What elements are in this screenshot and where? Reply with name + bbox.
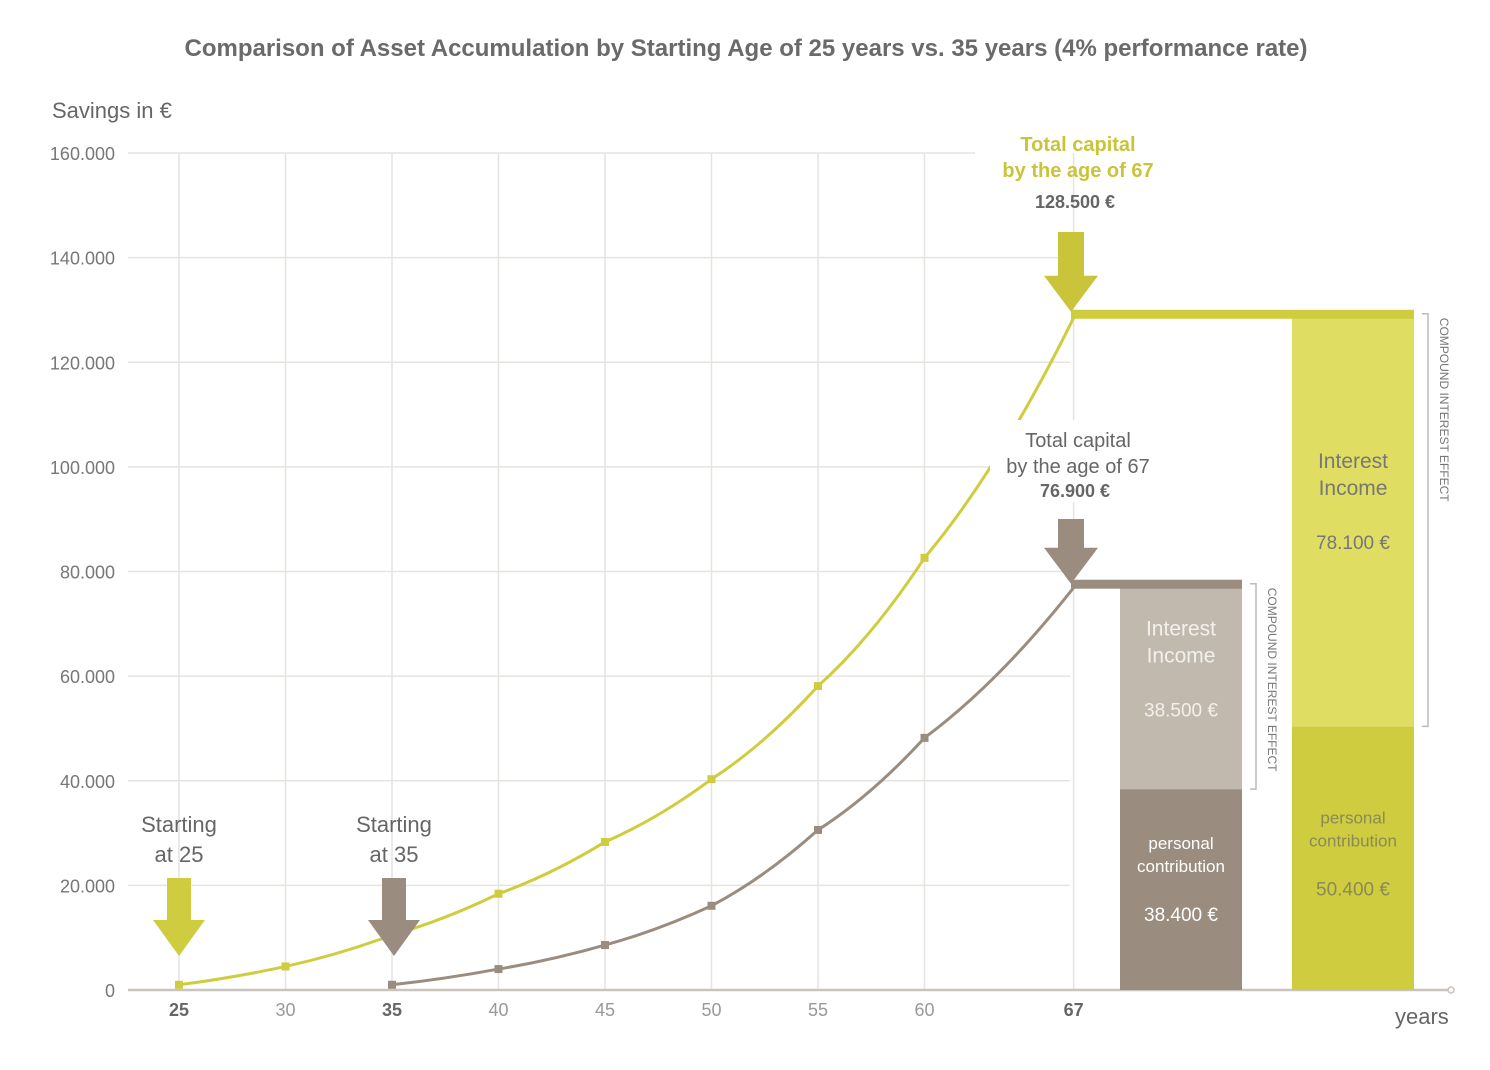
data-point: [707, 775, 716, 784]
down-arrow-icon: [1044, 232, 1098, 312]
x-tick-label: 40: [488, 1000, 508, 1020]
y-tick-label: 140.000: [50, 249, 115, 269]
interest-income-bar: [1292, 317, 1414, 727]
data-point: [494, 889, 503, 898]
series-line-start-35: [391, 586, 1075, 987]
interest-income-bar: [1120, 587, 1242, 790]
personal-contribution-value: 50.400 €: [1316, 879, 1390, 900]
y-tick-label: 40.000: [60, 772, 115, 792]
down-arrow-icon: [153, 878, 205, 956]
total-capital-value: 128.500 €: [1035, 192, 1115, 212]
data-point: [281, 962, 290, 971]
interest-income-label: Interest: [1318, 450, 1388, 473]
y-tick-label: 80.000: [60, 563, 115, 583]
data-point: [707, 901, 716, 910]
personal-contribution-bar: [1120, 789, 1242, 990]
data-point: [601, 941, 609, 950]
label-background: [990, 420, 1165, 502]
data-point: [494, 965, 503, 974]
chart-title: Comparison of Asset Accumulation by Star…: [184, 35, 1307, 62]
personal-contribution-label: personal: [1148, 834, 1213, 853]
interest-income-label: Income: [1319, 477, 1388, 500]
x-tick-label: 25: [169, 1000, 189, 1020]
data-point: [175, 980, 183, 989]
compound-interest-effect-label: COMPOUND INTEREST EFFECT: [1265, 588, 1279, 772]
total-capital-value: 76.900 €: [1040, 481, 1110, 501]
x-tick-label: 67: [1064, 1000, 1084, 1020]
compound-interest-bracket: [1250, 582, 1257, 790]
x-tick-label: 45: [595, 1000, 615, 1020]
personal-contribution-label: contribution: [1137, 857, 1225, 876]
x-axis-label: years: [1395, 1004, 1449, 1029]
start-label: Starting: [141, 812, 217, 837]
interest-income-value: 78.100 €: [1316, 533, 1390, 554]
start-label: Starting: [356, 812, 432, 837]
total-capital-level-bar: [1071, 579, 1242, 589]
y-axis-label: Savings in €: [52, 98, 172, 123]
personal-contribution-label: personal: [1320, 808, 1385, 827]
start-label: at 25: [155, 842, 204, 867]
x-tick-label: 30: [275, 1000, 295, 1020]
personal-contribution-value: 38.400 €: [1144, 905, 1218, 926]
total-capital-label: by the age of 67: [1002, 160, 1153, 182]
y-tick-label: 0: [105, 981, 115, 1001]
compound-interest-bracket: [1422, 313, 1429, 728]
total-capital-label: by the age of 67: [1006, 456, 1149, 478]
personal-contribution-label: contribution: [1309, 831, 1397, 850]
interest-income-label: Interest: [1146, 618, 1216, 641]
compound-interest-effect-label: COMPOUND INTEREST EFFECT: [1437, 318, 1451, 502]
interest-income-value: 38.500 €: [1144, 701, 1218, 722]
data-point: [814, 825, 822, 834]
start-label: at 35: [370, 842, 419, 867]
data-point: [388, 980, 396, 989]
down-arrow-icon: [1044, 519, 1098, 584]
data-point: [814, 682, 822, 691]
total-capital-label: Total capital: [1020, 134, 1135, 156]
down-arrow-icon: [368, 878, 420, 956]
y-tick-label: 160.000: [50, 144, 115, 164]
total-capital-label: Total capital: [1025, 430, 1131, 452]
x-tick-label: 55: [808, 1000, 828, 1020]
y-tick-label: 100.000: [50, 458, 115, 478]
interest-income-label: Income: [1147, 645, 1216, 668]
data-point: [920, 553, 929, 562]
y-tick-label: 120.000: [50, 353, 115, 373]
y-tick-label: 60.000: [60, 667, 115, 687]
data-point: [601, 837, 609, 846]
x-axis-end-marker: [1447, 986, 1455, 994]
x-tick-label: 50: [701, 1000, 721, 1020]
x-tick-label: 60: [914, 1000, 934, 1020]
total-capital-level-bar: [1071, 309, 1414, 319]
personal-contribution-bar: [1292, 726, 1414, 990]
data-point: [920, 733, 929, 742]
x-tick-label: 35: [382, 1000, 402, 1020]
y-tick-label: 20.000: [60, 876, 115, 896]
